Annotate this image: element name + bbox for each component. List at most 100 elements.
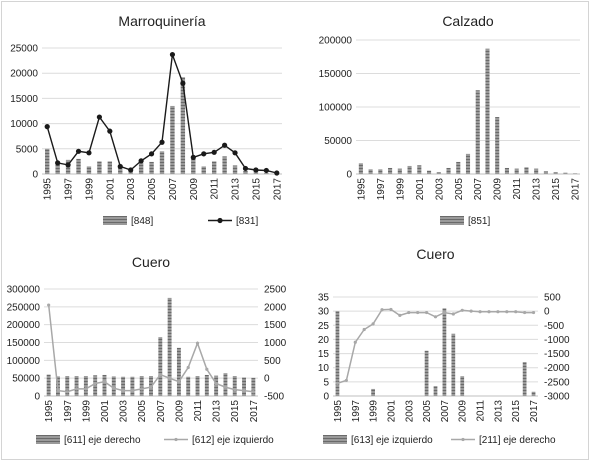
y-tick-label: 20000	[10, 69, 38, 80]
bar-2009	[495, 117, 500, 174]
x-tick-label: 1995	[333, 400, 344, 423]
y-tick-label: 25	[318, 321, 330, 332]
chart-panel-1: 0 5000 10000 15000 20000 25000 1995 1997 1999 200…	[10, 13, 283, 227]
line-point-2017	[251, 390, 255, 394]
x-tick-label: 2003	[404, 400, 415, 423]
bar-2002	[111, 376, 116, 396]
bar-2013	[534, 168, 539, 174]
line-point-2000	[93, 381, 97, 386]
line-point-1999	[86, 150, 92, 156]
line-point-2014	[505, 310, 509, 314]
figure-frame	[1, 1, 589, 460]
bar-1998	[74, 376, 79, 396]
y-tick-label: 30	[318, 307, 330, 318]
bar-1995	[46, 374, 51, 396]
chart-panel-3: 0 50000 100000 150000 200000 250000 300000 -500…	[7, 254, 287, 446]
bar-1995	[45, 148, 50, 174]
legend-item: [612] eje izquierdo	[164, 435, 274, 446]
bar-2006	[433, 386, 438, 396]
chart-panel-2: 0 50000 100000 150000 200000 1995 1997 1999 2001…	[319, 13, 582, 227]
y2-tick-label: 1500	[264, 320, 287, 331]
line-point-2003	[121, 389, 125, 393]
bar-2008	[167, 297, 172, 396]
y-tick-label: 35	[318, 293, 330, 304]
line-point-2017	[274, 170, 280, 176]
y2-tick-label: -2000	[544, 363, 570, 374]
y-tick-label: 5000	[16, 144, 39, 155]
bar-1996	[55, 161, 60, 174]
bar-2001	[107, 161, 113, 174]
line-point-1998	[362, 327, 366, 332]
legend-label: [848]	[131, 216, 153, 227]
line-point-2013	[496, 310, 500, 314]
legend-label: [611] eje derecho	[64, 435, 141, 446]
line-point-1995	[335, 381, 340, 385]
y-tick-label: 50000	[324, 136, 352, 147]
legend-swatch-marker	[174, 437, 178, 442]
line-point-1996	[344, 378, 348, 383]
legend-swatch-marker	[461, 437, 465, 442]
x-tick-label: 2007	[156, 400, 167, 423]
bar-2009	[191, 158, 196, 174]
bar-1995	[358, 163, 363, 174]
bar-2016	[264, 172, 269, 174]
bar-2002	[118, 164, 123, 174]
x-tick-label: 1997	[376, 178, 387, 201]
line-point-2005	[148, 151, 155, 157]
line-point-2016	[242, 389, 246, 393]
legend-label: [831]	[236, 216, 258, 227]
line-point-1996	[55, 160, 61, 166]
legend-label: [211] eje derecho	[479, 435, 556, 446]
line-point-2010	[186, 365, 190, 370]
line-point-2011	[211, 149, 217, 155]
legend-swatch-bar	[323, 435, 347, 444]
legend-swatch-marker	[217, 217, 223, 224]
line-point-2014	[242, 165, 249, 172]
line-point-2012	[205, 367, 209, 371]
x-tick-label: 2009	[493, 178, 504, 201]
line-point-2008	[451, 312, 455, 316]
line-point-2009	[177, 380, 181, 384]
line-point-1996	[56, 389, 60, 393]
line-point-2005	[140, 387, 144, 391]
y2-tick-label: -3000	[544, 392, 570, 403]
line-point-2012	[222, 142, 228, 148]
bar-2005	[139, 376, 144, 396]
bar-2006	[159, 151, 165, 174]
line-point-2010	[201, 151, 207, 157]
x-tick-label: 2009	[174, 400, 185, 423]
legend-swatch-bar	[103, 216, 127, 225]
x-tick-label: 2001	[100, 400, 111, 423]
x-tick-label: 1995	[356, 178, 367, 201]
bar-2011	[211, 161, 217, 174]
y-tick-label: 20	[318, 335, 330, 346]
x-tick-label: 2001	[105, 178, 116, 201]
bar-1998	[76, 158, 81, 174]
x-tick-label: 2013	[212, 400, 223, 423]
bar-2016	[563, 172, 568, 174]
line-point-1997	[65, 390, 69, 394]
line-point-2007	[158, 373, 162, 377]
x-tick-label: 1997	[63, 400, 74, 423]
line-point-2015	[514, 310, 518, 314]
y2-tick-label: 500	[264, 356, 281, 367]
bar-2010	[201, 166, 206, 174]
x-tick-label: 2017	[571, 178, 582, 201]
bar-2014	[243, 170, 248, 174]
y2-tick-label: -1000	[544, 335, 570, 346]
y-tick-label: 25000	[10, 44, 38, 55]
bar-2010	[504, 167, 510, 174]
legend-item: [211] eje derecho	[451, 435, 556, 446]
bar-2014	[223, 373, 228, 396]
bar-2012	[222, 156, 227, 174]
x-tick-label: 2015	[251, 178, 262, 201]
x-tick-label: 2007	[440, 400, 451, 423]
legend-label: [613] eje izquierdo	[351, 435, 433, 446]
legend-item: [848]	[103, 216, 153, 227]
line-point-2005	[424, 310, 429, 315]
bar-2012	[524, 167, 529, 174]
bar-1998	[388, 167, 393, 174]
x-tick-label: 2005	[147, 178, 158, 201]
